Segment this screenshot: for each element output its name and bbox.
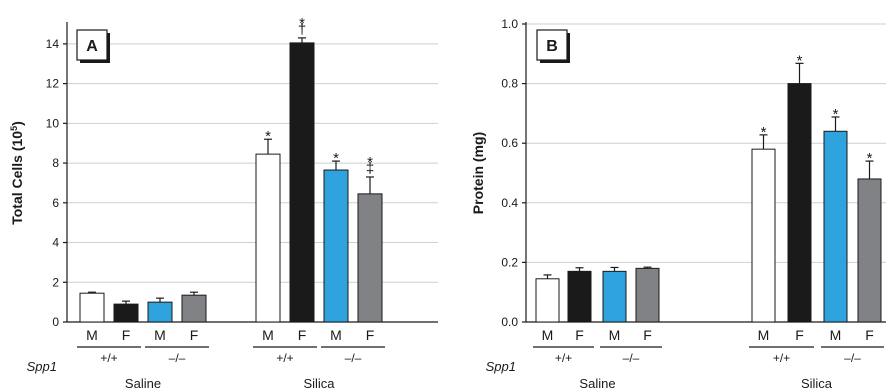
significance-marker: * xyxy=(797,52,803,69)
treatment-label: Saline xyxy=(579,376,615,391)
y-tick-label: 0.4 xyxy=(501,196,518,210)
significance-marker: * xyxy=(367,154,373,171)
bar xyxy=(567,270,592,323)
y-tick-label: 10 xyxy=(46,116,60,130)
y-tick-label: 14 xyxy=(46,37,60,51)
y-axis-label: Total Cells (105) xyxy=(9,121,25,225)
x-category-label: F xyxy=(122,327,131,343)
x-category-label: F xyxy=(298,327,307,343)
x-category-label: M xyxy=(758,327,770,343)
bar xyxy=(181,294,207,323)
x-category-label: F xyxy=(575,327,584,343)
y-tick-label: 12 xyxy=(46,77,60,91)
genotype-label: +/+ xyxy=(100,351,117,365)
panel-label: A xyxy=(86,38,98,55)
genotype-label: –/– xyxy=(169,351,186,365)
genotype-label: –/– xyxy=(623,351,640,365)
significance-marker: * xyxy=(265,128,271,145)
bar xyxy=(79,292,105,323)
genotype-label: –/– xyxy=(844,351,861,365)
genotype-label: +/+ xyxy=(773,351,790,365)
x-category-label: M xyxy=(542,327,554,343)
bar xyxy=(823,130,848,323)
y-tick-label: 0.0 xyxy=(501,315,518,329)
x-category-label: F xyxy=(795,327,804,343)
significance-marker: * xyxy=(299,15,305,32)
genotype-label: +/+ xyxy=(276,351,293,365)
x-category-label: M xyxy=(262,327,274,343)
x-category-label: M xyxy=(330,327,342,343)
y-tick-label: 6 xyxy=(52,196,59,210)
genotype-label: –/– xyxy=(345,351,362,365)
x-category-label: M xyxy=(609,327,621,343)
genotype-label: +/+ xyxy=(555,351,572,365)
y-tick-label: 0.6 xyxy=(501,136,518,150)
significance-marker: * xyxy=(867,150,873,167)
x-category-label: F xyxy=(366,327,375,343)
y-axis-label: Protein (mg) xyxy=(470,132,486,214)
treatment-label: Saline xyxy=(125,376,161,391)
bar xyxy=(323,169,349,323)
bar xyxy=(255,153,281,323)
y-tick-label: 0.2 xyxy=(501,255,518,269)
bar xyxy=(147,301,173,323)
y-tick-label: 2 xyxy=(52,275,59,289)
x-category-label: M xyxy=(830,327,842,343)
panel-b: 0.0 0.2 0.4 0.6 0.8 1.0 Protein (mg) B M F M F * M * F *… xyxy=(470,17,886,391)
y-tick-label: 4 xyxy=(52,236,59,250)
y-tick-label: 0.8 xyxy=(501,77,518,91)
panel-label-box xyxy=(76,29,108,61)
x-category-label: F xyxy=(190,327,199,343)
bar xyxy=(787,83,812,323)
bar xyxy=(635,267,660,323)
bar xyxy=(535,278,560,323)
x-category-label: M xyxy=(86,327,98,343)
y-tick-label: 8 xyxy=(52,156,59,170)
bar xyxy=(857,178,882,323)
significance-marker: † xyxy=(298,21,306,38)
bar xyxy=(289,42,315,323)
panel-label: B xyxy=(546,38,558,55)
gene-label: Spp1 xyxy=(486,359,516,374)
y-tick-label: 0 xyxy=(52,315,59,329)
bar xyxy=(113,303,139,323)
x-category-label: F xyxy=(865,327,874,343)
gene-label: Spp1 xyxy=(27,359,57,374)
y-tick-label: 1.0 xyxy=(501,17,518,31)
bar xyxy=(602,270,627,323)
bar xyxy=(751,148,776,323)
significance-marker: * xyxy=(833,106,839,123)
treatment-label: Silica xyxy=(801,376,833,391)
significance-marker: * xyxy=(333,150,339,167)
treatment-label: Silica xyxy=(303,376,335,391)
significance-marker: ‡ xyxy=(366,160,374,177)
panel-label-box xyxy=(536,29,568,61)
bar xyxy=(357,193,383,323)
x-category-label: F xyxy=(643,327,652,343)
x-category-label: M xyxy=(154,327,166,343)
significance-marker: * xyxy=(761,124,767,141)
